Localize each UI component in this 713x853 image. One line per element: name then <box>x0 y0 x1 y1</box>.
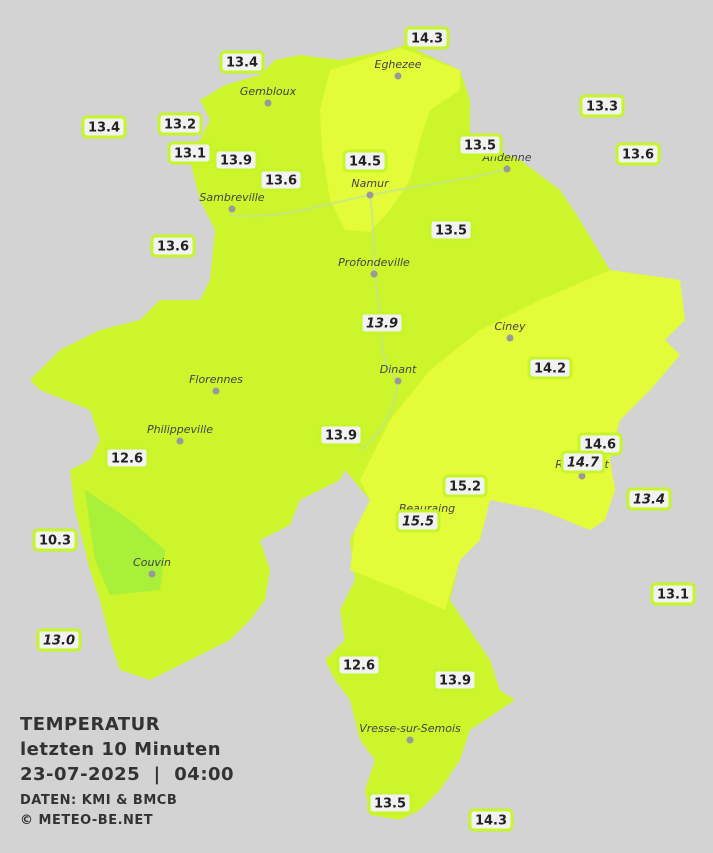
station-value: 13.9 <box>439 674 471 689</box>
station-box <box>213 148 259 172</box>
town-dot <box>366 191 374 199</box>
station-value: 13.9 <box>220 154 252 169</box>
station-box <box>404 26 450 50</box>
station-value: 13.5 <box>435 224 467 239</box>
station-value: 14.3 <box>411 32 443 47</box>
station-value: 15.2 <box>449 480 481 495</box>
town-name: Ciney <box>495 320 526 333</box>
station-value: 13.1 <box>657 588 689 603</box>
station-value: 14.5 <box>349 155 381 170</box>
station-value: 13.0 <box>43 634 75 649</box>
station-box <box>428 218 474 242</box>
station-box <box>626 487 672 511</box>
station-box <box>258 168 304 192</box>
town-dot <box>264 99 272 107</box>
station-value: 13.5 <box>374 797 406 812</box>
town-dot <box>212 387 220 395</box>
station-box <box>615 142 661 166</box>
town-name: Gembloux <box>240 85 297 98</box>
station-box <box>36 628 82 652</box>
station-box <box>367 791 413 815</box>
station-box <box>650 582 696 606</box>
station-box <box>468 808 514 832</box>
station-box <box>81 115 127 139</box>
station-value: 13.4 <box>633 493 665 508</box>
town-dot <box>503 165 511 173</box>
station-box <box>150 234 196 258</box>
station-value: 13.6 <box>265 174 297 189</box>
station-box <box>167 141 213 165</box>
station-value: 13.5 <box>464 139 496 154</box>
station-box <box>395 509 441 533</box>
station-value: 14.7 <box>567 456 600 471</box>
source: DATEN: KMI & BMCB <box>20 793 177 808</box>
station-box <box>32 528 78 552</box>
town-dot <box>148 570 156 578</box>
station-value: 13.9 <box>366 317 398 332</box>
station-box <box>442 474 488 498</box>
station-value: 14.3 <box>475 814 507 829</box>
town-dot <box>176 437 184 445</box>
station-box <box>157 112 203 136</box>
station-value: 13.1 <box>174 147 206 162</box>
station-value: 13.4 <box>226 56 258 71</box>
copyright: © METEO-BE.NET <box>20 813 153 828</box>
station-value: 14.6 <box>584 438 616 453</box>
station-value: 14.2 <box>534 362 566 377</box>
station-box <box>342 149 388 173</box>
timestamp: 23-07-2025 | 04:00 <box>20 764 234 785</box>
town-dot <box>394 72 402 80</box>
station-box <box>336 653 382 677</box>
town-dot <box>506 334 514 342</box>
station-value: 13.4 <box>88 121 120 136</box>
station-value: 13.9 <box>325 429 357 444</box>
station-box <box>527 356 573 380</box>
town-name: Profondeville <box>338 256 410 269</box>
station-box <box>432 668 478 692</box>
town-dot <box>370 270 378 278</box>
town-name: Namur <box>351 177 390 190</box>
station-value: 13.2 <box>164 118 196 133</box>
town-dot <box>578 472 586 480</box>
station-value: 13.6 <box>622 148 654 163</box>
station-box <box>219 50 265 74</box>
station-value: 12.6 <box>111 452 143 467</box>
town-name: Dinant <box>380 363 417 376</box>
town-dot <box>394 377 402 385</box>
station-value: 12.6 <box>343 659 375 674</box>
station-box <box>457 133 503 157</box>
town-name: Couvin <box>133 556 171 569</box>
subtitle: letzten 10 Minuten <box>20 739 221 760</box>
station-value: 13.6 <box>157 240 189 255</box>
station-box <box>560 450 606 474</box>
station-value: 13.3 <box>586 100 618 115</box>
town-name: Florennes <box>189 373 243 386</box>
town-name: Sambreville <box>199 191 264 204</box>
town-name: Philippeville <box>147 423 213 436</box>
town-dot <box>406 736 414 744</box>
station-value: 15.5 <box>402 515 434 530</box>
warm-zone <box>320 48 460 232</box>
cool-zone <box>85 490 165 595</box>
town-name: Eghezee <box>375 58 422 71</box>
town-dot <box>228 205 236 213</box>
station-box <box>579 94 625 118</box>
town-name: Vresse-sur-Semois <box>359 722 461 735</box>
station-box <box>318 423 364 447</box>
title: TEMPERATUR <box>20 714 160 735</box>
station-value: 10.3 <box>39 534 71 549</box>
station-box <box>104 446 150 470</box>
station-box <box>359 311 405 335</box>
